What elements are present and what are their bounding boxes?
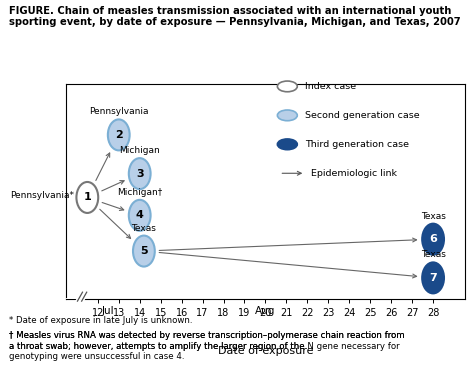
Text: 7: 7	[429, 273, 437, 283]
Text: Third generation case: Third generation case	[305, 140, 409, 149]
Circle shape	[108, 119, 130, 151]
Circle shape	[129, 158, 151, 189]
Text: Epidemiologic link: Epidemiologic link	[311, 169, 397, 178]
Text: 6: 6	[429, 234, 437, 244]
Circle shape	[277, 81, 297, 92]
Text: Pennsylvania: Pennsylvania	[89, 108, 148, 116]
Circle shape	[422, 224, 444, 255]
Text: † Measles virus RNA was detected by reverse transcription–polymerase chain react: † Measles virus RNA was detected by reve…	[0, 382, 1, 383]
Circle shape	[129, 200, 151, 231]
Text: 3: 3	[136, 169, 144, 178]
Text: Pennsylvania*: Pennsylvania*	[10, 192, 74, 200]
Text: Texas: Texas	[420, 250, 446, 259]
Text: * Date of exposure in late July is unknown.: * Date of exposure in late July is unkno…	[9, 316, 193, 325]
Text: Texas: Texas	[131, 224, 156, 232]
Circle shape	[277, 139, 297, 150]
Text: † Measles virus RNA was detected by reverse transcription–polymerase chain react: † Measles virus RNA was detected by reve…	[9, 331, 405, 351]
Text: Aug: Aug	[255, 306, 275, 316]
Text: sporting event, by date of exposure — Pennsylvania, Michigan, and Texas, 2007: sporting event, by date of exposure — Pe…	[9, 17, 461, 27]
Text: Michigan: Michigan	[119, 146, 160, 155]
Text: Michigan†: Michigan†	[117, 188, 162, 197]
Circle shape	[277, 110, 297, 121]
Text: 2: 2	[115, 130, 123, 140]
Text: Date of exposure: Date of exposure	[218, 346, 313, 356]
Text: Index case: Index case	[305, 82, 356, 91]
Text: FIGURE. Chain of measles transmission associated with an international youth: FIGURE. Chain of measles transmission as…	[9, 6, 452, 16]
Text: Jul: Jul	[102, 306, 115, 316]
Text: † Measles virus RNA was detected by reverse transcription–polymerase chain react: † Measles virus RNA was detected by reve…	[9, 331, 405, 361]
Circle shape	[133, 236, 155, 267]
Text: 1: 1	[83, 193, 91, 203]
Text: Texas: Texas	[420, 212, 446, 221]
Text: 5: 5	[140, 246, 148, 256]
Text: 4: 4	[136, 210, 144, 220]
Circle shape	[76, 182, 98, 213]
Text: Second generation case: Second generation case	[305, 111, 420, 120]
Circle shape	[422, 262, 444, 293]
